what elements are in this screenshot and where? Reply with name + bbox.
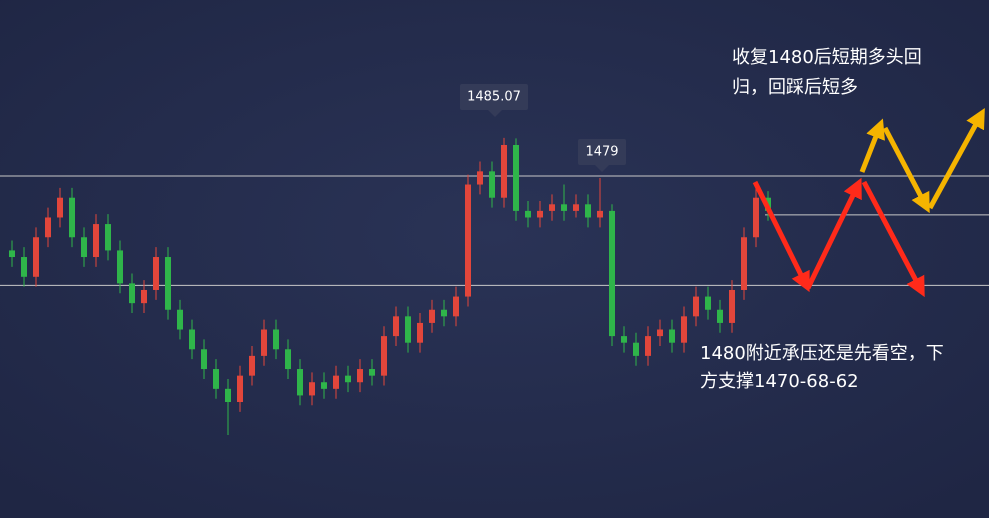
tag-box <box>460 84 528 110</box>
candle-body <box>741 237 747 290</box>
arrow <box>752 180 810 293</box>
candle-body <box>93 224 99 258</box>
candle-body <box>213 369 219 389</box>
candle-body <box>381 336 387 376</box>
annotation: 归，回踩后短多 <box>732 77 858 98</box>
candle-body <box>705 296 711 310</box>
candle-body <box>537 210 543 218</box>
candle-body <box>597 210 603 218</box>
candle-body <box>153 257 159 290</box>
candle-body <box>81 237 87 258</box>
tag-box <box>578 139 626 165</box>
candle-body <box>609 210 615 337</box>
candle-body <box>225 388 231 403</box>
annotation: 1480附近承压还是先看空，下 <box>700 343 944 364</box>
candle-body <box>69 197 75 238</box>
candle-body <box>561 204 567 211</box>
candle-body <box>333 375 339 389</box>
candle-body <box>21 257 27 277</box>
candle-body <box>621 336 627 343</box>
candle-body <box>321 382 327 389</box>
annotation: 方支撑1470-68-62 <box>700 371 859 392</box>
candle-body <box>177 309 183 330</box>
candle-body <box>129 283 135 304</box>
candle-body <box>465 184 471 297</box>
candle-body <box>513 144 519 211</box>
candle-body <box>681 316 687 343</box>
candle-body <box>477 171 483 185</box>
candle-body <box>501 144 507 198</box>
candle-body <box>417 322 423 343</box>
yellow-arrows <box>859 107 985 214</box>
high-label: 1485.07 <box>467 90 521 105</box>
candle-body <box>273 329 279 350</box>
candle-body <box>393 316 399 337</box>
candle-body <box>165 257 171 310</box>
candle-body <box>729 289 735 323</box>
candle-body <box>633 342 639 356</box>
candle-body <box>525 210 531 218</box>
candle-body <box>261 329 267 356</box>
candle-body <box>117 250 123 284</box>
candle-body <box>717 309 723 323</box>
candle-body <box>585 204 591 218</box>
arrow <box>882 126 930 214</box>
red-arrows <box>752 177 925 298</box>
tag-pointer <box>488 110 502 117</box>
high-label: 1479 <box>585 145 618 160</box>
candle-body <box>201 349 207 370</box>
price-tag: 1485.07 <box>460 84 528 117</box>
candle-body <box>309 382 315 396</box>
candle-body <box>189 329 195 350</box>
candle-body <box>657 329 663 337</box>
candle-body <box>573 204 579 211</box>
candle-body <box>141 289 147 304</box>
candle-body <box>405 316 411 343</box>
candle-body <box>249 355 255 376</box>
arrow <box>927 107 985 210</box>
candle-body <box>45 217 51 238</box>
candle-body <box>441 309 447 317</box>
candle-body <box>369 369 375 376</box>
arrow <box>861 180 925 298</box>
price-tag: 1479 <box>578 139 626 172</box>
arrow <box>805 177 862 290</box>
candle-body <box>429 309 435 323</box>
candle-body <box>9 250 15 258</box>
candle-body <box>645 336 651 356</box>
candle-body <box>297 369 303 396</box>
tag-pointer <box>595 165 609 172</box>
candle-body <box>57 197 63 218</box>
candle-body <box>237 375 243 403</box>
candle-body <box>453 296 459 317</box>
candle-body <box>105 224 111 251</box>
candle-body <box>669 329 675 343</box>
candle-body <box>753 197 759 238</box>
candle-body <box>489 171 495 198</box>
candle-body <box>33 237 39 277</box>
candle-body <box>357 369 363 383</box>
candle-body <box>693 296 699 317</box>
annotation: 收复1480后短期多头回 <box>732 47 922 68</box>
candle-body <box>549 204 555 211</box>
arrow <box>859 118 885 173</box>
candle-body <box>285 349 291 370</box>
candle-body <box>345 375 351 383</box>
